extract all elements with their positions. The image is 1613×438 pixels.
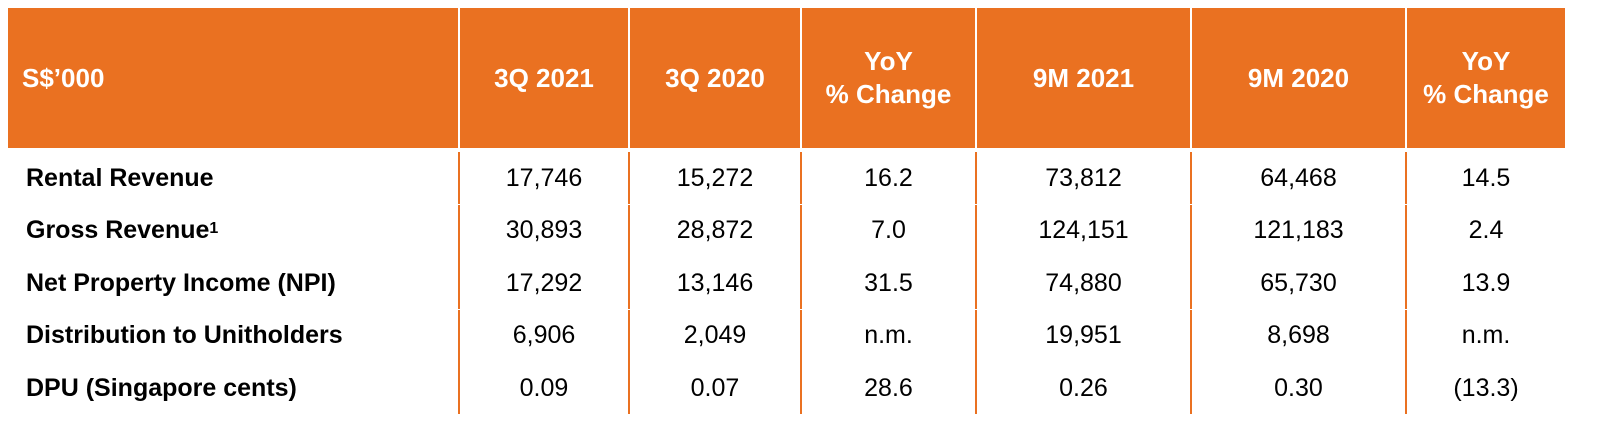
cell-text: 13.9	[1461, 268, 1511, 297]
table-cell: 2,049	[628, 309, 800, 362]
table-cell: 30,893	[458, 204, 628, 257]
table-cell: (13.3)	[1405, 362, 1565, 414]
table-cell: 8,698	[1190, 309, 1405, 362]
cell-text: 30,893	[505, 216, 583, 244]
table-cell: 121,183	[1190, 204, 1405, 257]
cell-text: 17,746	[505, 163, 583, 192]
table-cell: 0.30	[1190, 362, 1405, 414]
cell-text: 64,468	[1260, 163, 1337, 192]
row-label-text: Distribution to Unitholders	[26, 321, 343, 349]
table-cell: 28.6	[800, 362, 975, 414]
table-cell: 73,812	[975, 152, 1190, 204]
row-label-text: DPU (Singapore cents)	[26, 373, 297, 402]
header-cell: S$’000	[8, 8, 458, 148]
cell-text: 31.5	[864, 268, 913, 297]
header-cell: YoY% Change	[800, 8, 975, 148]
cell-text: 2.4	[1468, 216, 1504, 244]
header-text: % Change	[825, 79, 952, 109]
table-cell: 65,730	[1190, 257, 1405, 309]
cell-text: 0.26	[1059, 373, 1108, 402]
table-cell: 0.26	[975, 362, 1190, 414]
header-text: 9M 2021	[1032, 62, 1135, 93]
cell-text: 13,146	[676, 268, 754, 297]
cell-text: (13.3)	[1453, 373, 1519, 402]
row-label: Net Property Income (NPI)	[8, 257, 458, 309]
header-cell: 9M 2020	[1190, 8, 1405, 148]
table-cell: 13.9	[1405, 257, 1565, 309]
cell-text: 6,906	[512, 321, 576, 349]
cell-text: 2,049	[683, 321, 747, 349]
header-text: 3Q 2021	[494, 62, 594, 93]
table-cell: 28,872	[628, 204, 800, 257]
table-cell: 17,292	[458, 257, 628, 309]
table-cell: 6,906	[458, 309, 628, 362]
cell-text: 0.09	[519, 373, 569, 402]
cell-text: 121,183	[1253, 216, 1344, 244]
cell-text: 19,951	[1045, 321, 1122, 349]
table-cell: 74,880	[975, 257, 1190, 309]
table-cell: n.m.	[800, 309, 975, 362]
row-label: DPU (Singapore cents)	[8, 362, 458, 414]
cell-text: 28,872	[676, 216, 754, 244]
header-cell: 9M 2021	[975, 8, 1190, 148]
table-cell: 0.09	[458, 362, 628, 414]
table-cell: n.m.	[1405, 309, 1565, 362]
cell-text: 14.5	[1461, 163, 1511, 192]
header-text: % Change	[1423, 79, 1549, 109]
cell-text: 0.30	[1274, 373, 1323, 402]
header-text: 9M 2020	[1247, 62, 1350, 93]
cell-text: 8,698	[1267, 321, 1330, 349]
row-label: Gross Revenue 1	[26, 216, 219, 244]
table-cell: 19,951	[975, 309, 1190, 362]
header-text: 3Q 2020	[665, 62, 765, 93]
header-text: YoY	[864, 46, 913, 76]
table-cell: 31.5	[800, 257, 975, 309]
table-cell: 2.4	[1405, 204, 1565, 257]
header-cell: 3Q 2020	[628, 8, 800, 148]
table-cell: 15,272	[628, 152, 800, 204]
table-cell: 124,151	[975, 204, 1190, 257]
cell-text: n.m.	[1461, 321, 1511, 349]
cell-text: 7.0	[871, 216, 906, 244]
cell-text: 15,272	[676, 163, 754, 192]
table-cell: 0.07	[628, 362, 800, 414]
row-label-text: Rental Revenue	[26, 163, 214, 192]
row-label-text: Gross Revenue	[26, 216, 210, 244]
cell-text: 28.6	[864, 373, 913, 402]
table-cell: 13,146	[628, 257, 800, 309]
table-cell: 14.5	[1405, 152, 1565, 204]
cell-text: 124,151	[1038, 216, 1129, 244]
table-cell: 7.0	[800, 204, 975, 257]
table-cell: 16.2	[800, 152, 975, 204]
header-text: S$’000	[22, 62, 105, 93]
header-cell: YoY% Change	[1405, 8, 1565, 148]
cell-text: 0.07	[690, 373, 740, 402]
cell-text: 74,880	[1045, 268, 1122, 297]
header-text: YoY	[1461, 46, 1511, 76]
cell-text: n.m.	[864, 321, 913, 349]
row-label-text: Net Property Income (NPI)	[26, 268, 336, 297]
cell-text: 73,812	[1045, 163, 1122, 192]
cell-text: 17,292	[505, 268, 583, 297]
table-cell: 64,468	[1190, 152, 1405, 204]
cell-text: 65,730	[1260, 268, 1337, 297]
table-cell: 17,746	[458, 152, 628, 204]
row-label: Distribution to Unitholders	[8, 310, 458, 362]
cell-text: 16.2	[864, 163, 913, 192]
row-label: Rental Revenue	[8, 152, 458, 204]
header-cell: 3Q 2021	[458, 8, 628, 148]
